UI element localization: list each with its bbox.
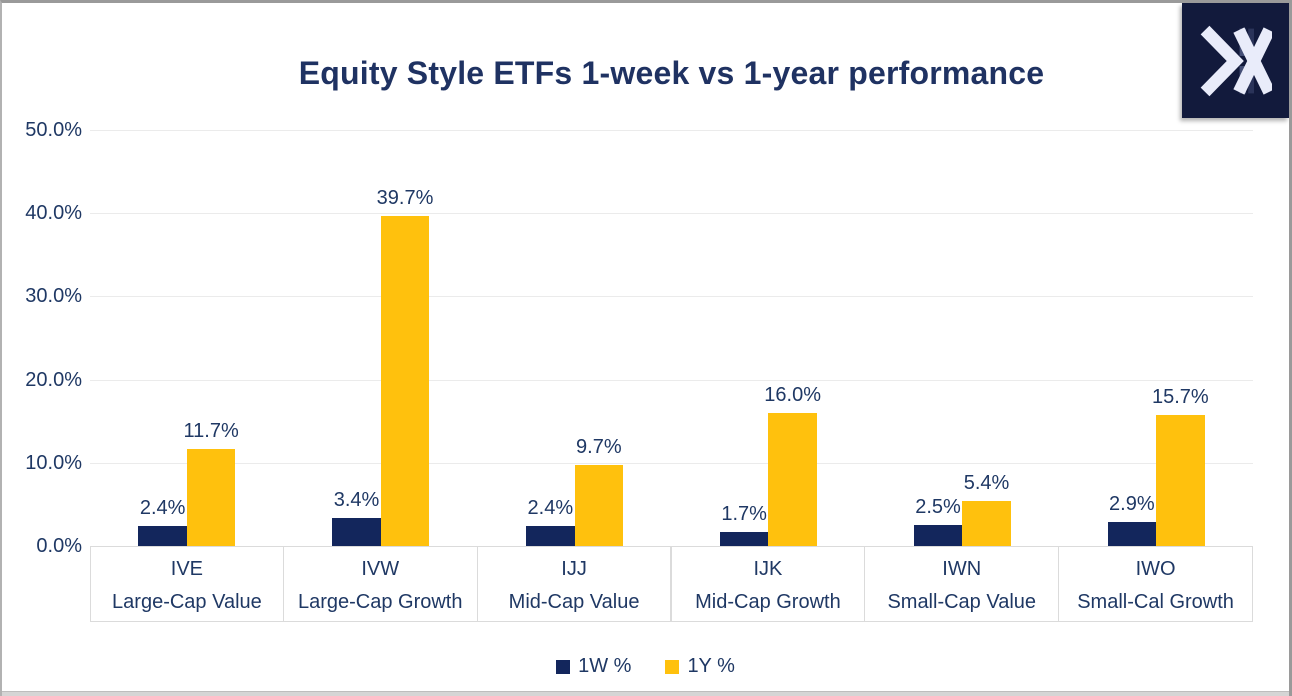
bar-1w-ijj — [526, 526, 575, 546]
chart-legend: 1W % 1Y % — [2, 655, 1289, 678]
category-style-label: Small-Cal Growth — [1077, 591, 1234, 613]
bar-value-label: 16.0% — [764, 383, 822, 406]
gridline — [90, 379, 1253, 381]
gridline — [90, 130, 1253, 131]
legend-label: 1Y % — [687, 655, 735, 677]
bar-1w-ivw — [332, 517, 381, 546]
legend-swatch — [665, 659, 680, 674]
bar-1y-iwo — [1156, 415, 1205, 546]
brand-logo — [1182, 3, 1289, 118]
category-cell-iwo: IWO Small-Cal Growth — [1058, 546, 1253, 622]
bar-value-label: 15.7% — [1151, 386, 1209, 409]
gridline — [90, 213, 1253, 215]
bar-value-label: 2.4% — [139, 497, 186, 520]
legend-item-1w: 1W % — [556, 655, 631, 678]
category-ticker: IVE — [170, 558, 204, 580]
category-style-label: Large-Cap Growth — [297, 591, 463, 613]
bar-value-label: 3.4% — [333, 488, 380, 511]
category-ticker: IJJ — [561, 558, 587, 580]
category-cell-ijj: IJJ Mid-Cap Value — [476, 546, 672, 622]
bar-1w-ijk — [719, 531, 769, 546]
category-cell-iwn: IWN Small-Cap Value — [864, 546, 1060, 622]
bar-value-label: 2.9% — [1109, 492, 1155, 515]
category-ticker: IJK — [753, 558, 783, 580]
bar-value-label: 2.4% — [527, 497, 574, 520]
bar-1y-ive — [186, 448, 236, 546]
legend-label: 1W % — [578, 655, 632, 677]
legend-swatch — [556, 659, 571, 674]
category-ticker: IWO — [1135, 558, 1176, 580]
bar-1w-iwo — [1107, 521, 1157, 546]
bar-value-label: 5.4% — [963, 472, 1010, 495]
y-axis-tick: 10.0% — [25, 451, 82, 474]
bar-value-label: 11.7% — [183, 419, 239, 442]
category-cell-ive: IVE Large-Cap Value — [90, 546, 284, 622]
chart-title: Equity Style ETFs 1-week vs 1-year perfo… — [298, 55, 1045, 91]
bar-1y-ijj — [574, 465, 624, 546]
x-monogram-icon — [1200, 25, 1272, 97]
bar-value-label: 2.5% — [915, 496, 961, 519]
bar-1w-ive — [138, 526, 187, 546]
y-axis-tick: 40.0% — [25, 202, 82, 225]
window-bottom-edge — [2, 691, 1289, 696]
bar-value-label: 9.7% — [576, 436, 622, 459]
bar-1y-ijk — [768, 412, 817, 546]
y-axis-tick: 50.0% — [25, 119, 82, 141]
y-axis-tick: 30.0% — [25, 285, 82, 308]
category-style-label: Mid-Cap Growth — [695, 591, 841, 613]
legend-item-1y: 1Y % — [665, 655, 735, 678]
category-style-label: Mid-Cap Value — [508, 591, 640, 613]
bar-value-label: 39.7% — [376, 186, 434, 209]
category-cell-ijk: IJK Mid-Cap Growth — [670, 546, 866, 622]
category-ticker: IWN — [942, 558, 982, 580]
y-axis-tick: 0.0% — [36, 535, 82, 557]
y-axis-tick: 20.0% — [25, 368, 82, 391]
gridline — [90, 462, 1253, 464]
bar-value-label: 1.7% — [721, 502, 767, 525]
gridline — [90, 296, 1253, 298]
category-style-label: Small-Cap Value — [887, 591, 1037, 613]
category-style-label: Large-Cap Value — [112, 591, 262, 613]
bar-1y-ivw — [380, 215, 430, 546]
category-cell-ivw: IVW Large-Cap Growth — [282, 546, 478, 622]
bar-1w-iwn — [913, 525, 963, 546]
bar-1y-iwn — [962, 501, 1011, 546]
category-ticker: IVW — [361, 558, 400, 580]
